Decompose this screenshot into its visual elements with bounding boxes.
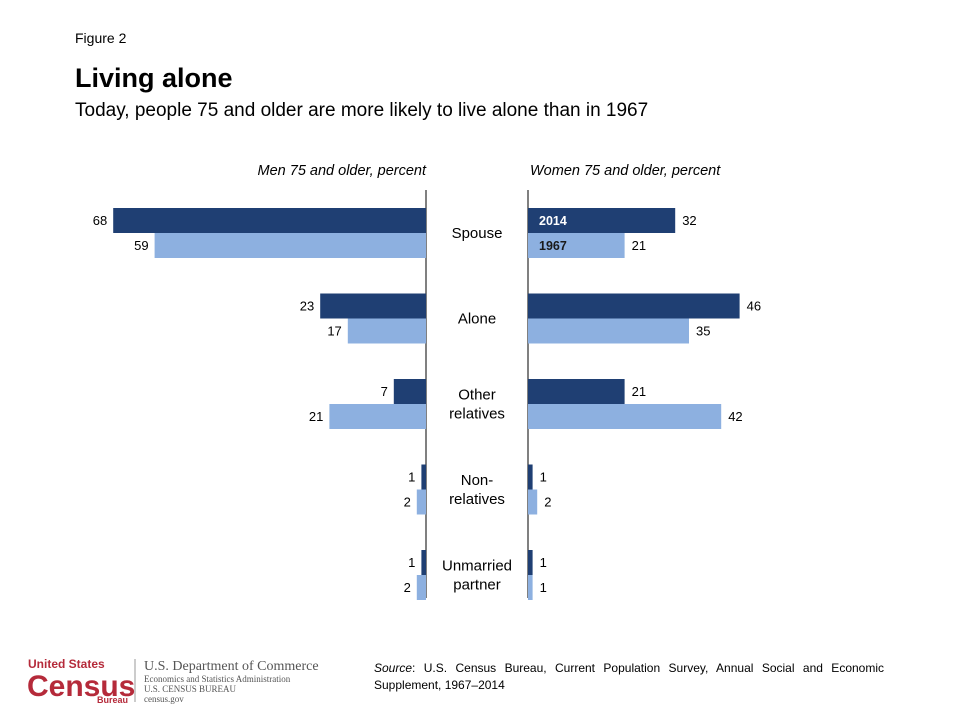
women-value-unmarried-partner-1967: 1 [540,580,547,595]
women-bar-spouse-1967 [528,233,625,258]
men-bar-non-relatives-1967 [416,489,426,515]
category-label-other-relatives: relatives [449,406,505,423]
women-value-other-relatives-1967: 42 [728,409,742,424]
men-bar-alone-1967 [347,318,426,344]
women-bar-alone-1967 [528,318,689,344]
source-text: : U.S. Census Bureau, Current Population… [374,661,884,692]
census-logo: United States Census Bureau U.S. Departm… [27,657,319,705]
women-panel-title: Women 75 and older, percent [530,163,721,179]
category-label-non-relatives: Non- [461,472,494,489]
women-value-spouse-2014: 32 [682,213,696,228]
women-bar-spouse-2014 [528,208,676,233]
women-value-alone-2014: 46 [747,299,761,314]
source-label: Source [374,661,413,675]
logo-bureau: Bureau [97,695,128,705]
men-bar-other-relatives-2014 [393,379,426,404]
women-value-spouse-1967: 21 [632,238,646,253]
logo-line2: Economics and Statistics Administration [144,674,291,684]
men-value-non-relatives-2014: 1 [408,470,415,485]
logo-line4: census.gov [144,694,184,704]
legend-2014: 2014 [539,214,567,228]
figure-label: Figure 2 [75,30,127,46]
women-bar-non-relatives-2014 [528,464,533,490]
chart-title: Living alone [75,63,233,93]
women-value-non-relatives-2014: 1 [540,470,547,485]
men-value-spouse-1967: 59 [134,238,148,253]
source-note: Source: U.S. Census Bureau, Current Popu… [374,660,884,694]
category-label-unmarried-partner: partner [453,577,501,594]
men-value-unmarried-partner-1967: 2 [404,580,411,595]
men-bar-alone-2014 [320,293,426,319]
chart-subtitle: Today, people 75 and older are more like… [75,100,649,121]
men-bar-non-relatives-2014 [421,464,426,490]
men-value-alone-2014: 23 [300,299,314,314]
women-bar-other-relatives-2014 [528,379,625,404]
logo-line3: U.S. CENSUS BUREAU [144,684,237,694]
logo-dept: U.S. Department of Commerce [144,659,319,674]
women-value-unmarried-partner-2014: 1 [540,555,547,570]
men-panel-title: Men 75 and older, percent [258,163,427,179]
women-value-other-relatives-2014: 21 [632,384,646,399]
category-label-other-relatives: Other [458,387,496,404]
men-value-non-relatives-1967: 2 [404,495,411,510]
women-value-non-relatives-1967: 2 [544,495,551,510]
men-bar-unmarried-partner-1967 [416,575,426,600]
men-value-spouse-2014: 68 [93,213,107,228]
men-bar-unmarried-partner-2014 [421,550,426,575]
living-alone-chart: Men 75 and older, percent Women 75 and ol… [93,163,761,600]
category-label-unmarried-partner: Unmarried [442,558,512,575]
category-label-non-relatives: relatives [449,491,505,508]
men-bar-spouse-2014 [113,208,426,233]
women-bar-unmarried-partner-2014 [528,550,533,575]
legend-1967: 1967 [539,239,567,253]
men-value-alone-1967: 17 [327,324,341,339]
men-value-other-relatives-1967: 21 [309,409,323,424]
men-value-other-relatives-2014: 7 [381,384,388,399]
women-value-alone-1967: 35 [696,324,710,339]
men-bar-spouse-1967 [154,233,426,258]
women-bar-non-relatives-1967 [528,489,538,515]
men-bar-other-relatives-1967 [329,404,426,429]
women-bar-alone-2014 [528,293,740,319]
women-bar-other-relatives-1967 [528,404,722,429]
logo-census: Census [27,670,135,703]
logo-united-states: United States [28,657,105,671]
category-label-spouse: Spouse [452,225,503,242]
men-value-unmarried-partner-2014: 1 [408,555,415,570]
category-label-alone: Alone [458,311,496,328]
women-bar-unmarried-partner-1967 [528,575,533,600]
